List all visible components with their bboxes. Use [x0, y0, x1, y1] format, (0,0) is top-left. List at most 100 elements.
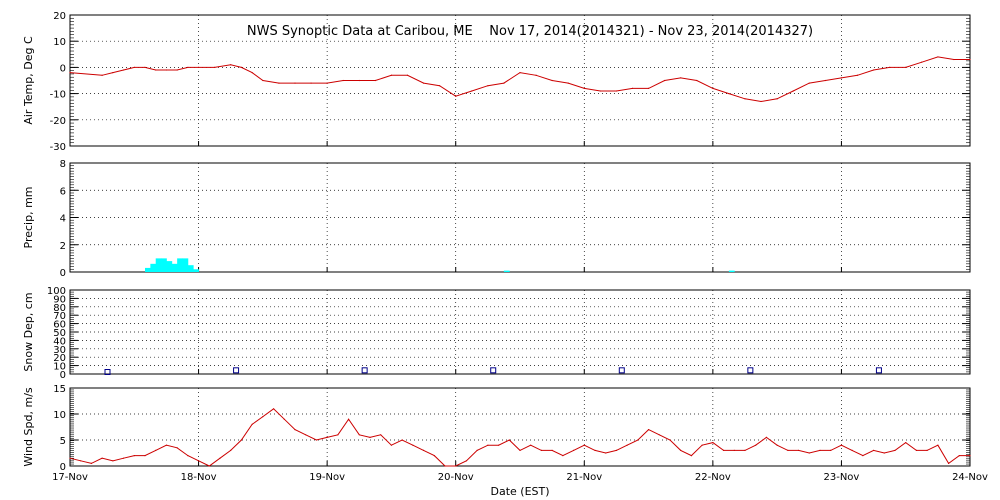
- data-point: [615, 90, 618, 92]
- y-tick-label: -10: [50, 90, 66, 101]
- data-point: [530, 444, 532, 446]
- data-point: [819, 449, 821, 451]
- data-point: [487, 444, 489, 446]
- x-tick-label: 19-Nov: [309, 472, 345, 483]
- data-point: [647, 87, 650, 89]
- y-axis-label: Air Temp, Deg C: [22, 36, 35, 125]
- data-point: [605, 452, 607, 454]
- data-point: [599, 90, 601, 92]
- data-point: [262, 79, 264, 82]
- data-point: [342, 79, 344, 82]
- data-point: [701, 444, 703, 446]
- y-axis-label: Precip, mm: [22, 187, 35, 249]
- data-point: [155, 449, 157, 451]
- y-tick-label: 8: [60, 159, 66, 170]
- data-point: [455, 465, 457, 467]
- data-point: [915, 449, 918, 451]
- data-point: [412, 444, 414, 446]
- data-point: [905, 442, 907, 444]
- data-point: [519, 449, 521, 451]
- data-point: [176, 69, 178, 71]
- data-point: [540, 449, 543, 451]
- snow-point: [618, 367, 625, 374]
- data-point: [883, 452, 885, 454]
- data-point: [792, 90, 794, 92]
- data-point: [669, 439, 671, 441]
- snow-point: [361, 367, 368, 374]
- data-point: [969, 455, 971, 457]
- data-point: [551, 79, 553, 82]
- data-point: [101, 74, 103, 76]
- data-point: [953, 58, 955, 61]
- y-tick-label: 90: [53, 294, 66, 305]
- y-tick-label: 30: [53, 345, 66, 356]
- data-point: [744, 98, 746, 100]
- data-point: [760, 100, 762, 103]
- data-point: [680, 77, 682, 79]
- data-point: [283, 418, 285, 420]
- data-point: [503, 82, 505, 84]
- data-point: [744, 449, 746, 451]
- precip-bar: [145, 267, 151, 272]
- y-tick-label: 2: [60, 241, 66, 252]
- data-point: [369, 436, 371, 438]
- precip-bar: [177, 258, 183, 272]
- data-point: [712, 442, 714, 444]
- snow-point: [747, 367, 754, 374]
- data-point: [755, 444, 757, 446]
- data-point: [808, 452, 810, 454]
- y-tick-label: 50: [53, 328, 66, 339]
- precip-bar: [503, 270, 510, 272]
- data-point: [664, 79, 666, 82]
- data-point: [390, 444, 393, 446]
- data-point: [422, 449, 425, 451]
- y-tick-label: 0: [60, 462, 66, 473]
- y-tick-label: 70: [53, 311, 66, 322]
- data-point: [197, 66, 200, 68]
- data-point: [519, 72, 521, 74]
- data-point: [647, 429, 650, 431]
- data-point: [69, 457, 71, 459]
- y-tick-label: 6: [60, 186, 66, 197]
- chart-title: NWS Synoptic Data at Caribou, ME Nov 17,…: [247, 24, 813, 39]
- data-point: [856, 74, 859, 76]
- y-tick-label: 15: [53, 384, 66, 395]
- data-point: [808, 82, 810, 84]
- data-point: [347, 418, 350, 420]
- data-point: [476, 449, 478, 451]
- data-point: [122, 69, 125, 71]
- data-point: [787, 449, 789, 451]
- data-point: [439, 85, 441, 87]
- data-point: [444, 465, 446, 467]
- data-point: [728, 93, 730, 95]
- data-point: [294, 429, 296, 431]
- data-point: [208, 465, 210, 467]
- data-point: [90, 462, 93, 464]
- data-point: [465, 460, 468, 462]
- data-point: [251, 423, 253, 425]
- data-point: [615, 449, 618, 451]
- data-point: [310, 82, 312, 84]
- snow-point: [233, 367, 240, 374]
- data-point: [690, 455, 693, 457]
- data-point: [358, 79, 360, 82]
- y-tick-label: 40: [53, 336, 66, 347]
- precip-bar: [182, 258, 189, 272]
- data-point: [326, 82, 328, 84]
- precip-bar: [161, 258, 167, 272]
- x-tick-label: 23-Nov: [823, 472, 859, 483]
- data-point: [251, 72, 253, 74]
- data-point: [680, 449, 682, 451]
- precip-bar: [728, 270, 735, 272]
- x-tick-label: 17-Nov: [52, 472, 88, 483]
- data-point: [272, 408, 275, 410]
- data-point: [230, 449, 232, 451]
- precip-bar: [155, 258, 162, 272]
- x-tick-label: 20-Nov: [438, 472, 474, 483]
- precip-bar: [193, 269, 199, 272]
- y-tick-label: 10: [53, 37, 66, 48]
- data-point: [776, 98, 778, 100]
- panel-frame: [69, 387, 971, 467]
- data-point: [712, 87, 714, 89]
- data-point: [471, 90, 473, 92]
